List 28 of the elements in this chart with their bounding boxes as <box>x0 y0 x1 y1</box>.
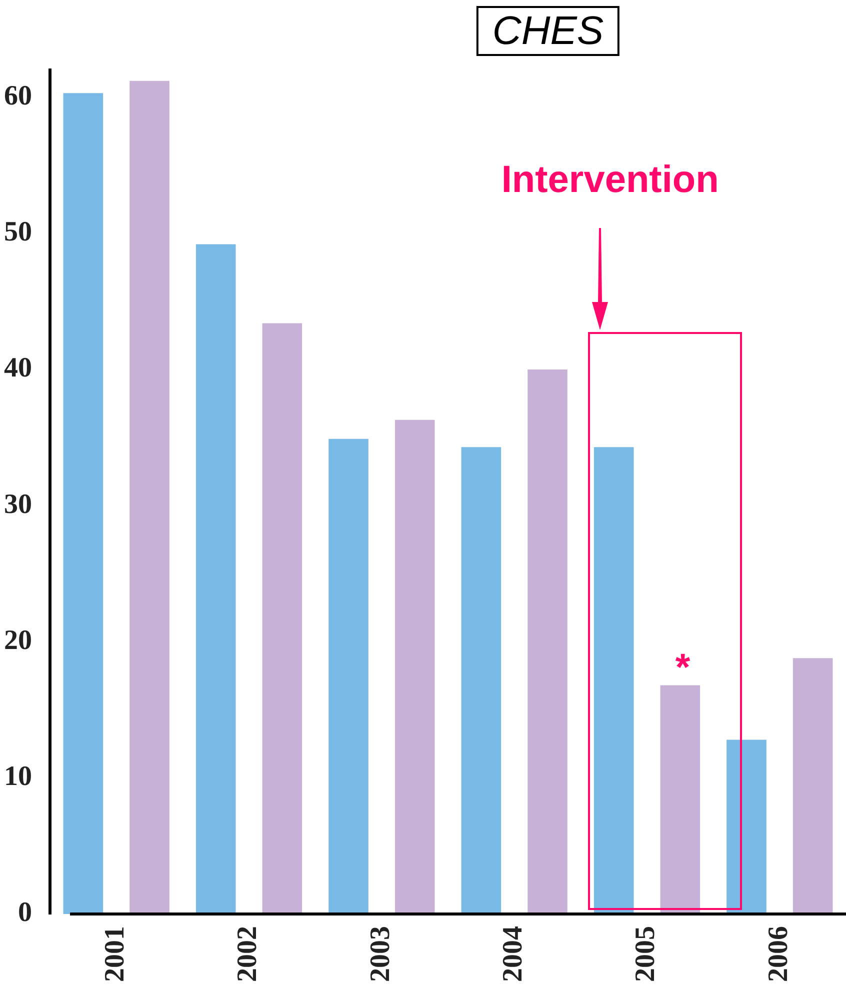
y-tick-label: 40 <box>4 352 32 384</box>
x-tick-label: 2001 <box>100 926 131 982</box>
bar <box>130 80 170 914</box>
y-tick-label: 60 <box>4 80 32 112</box>
x-tick-label: 2004 <box>498 926 529 982</box>
bar <box>63 93 104 914</box>
y-tick-label: 10 <box>4 761 32 792</box>
x-tick-label: 2006 <box>762 926 794 982</box>
annotation: Intervention <box>501 158 719 202</box>
bar <box>528 369 568 914</box>
x-tick-label: 2005 <box>630 926 662 982</box>
x-tick-label: 2003 <box>364 926 396 982</box>
y-tick-label: 0 <box>18 897 32 928</box>
annotation: * <box>675 647 690 690</box>
bar <box>394 420 435 914</box>
chart-title: CHES <box>476 6 620 56</box>
bar <box>792 658 833 914</box>
bar <box>461 447 502 914</box>
y-tick-label: 30 <box>4 488 32 520</box>
bar <box>196 244 236 914</box>
bar <box>262 323 302 914</box>
y-tick-label: 50 <box>4 216 32 248</box>
y-tick-label: 20 <box>4 624 32 656</box>
bar <box>594 447 634 914</box>
x-tick-label: 2002 <box>232 926 264 982</box>
bar <box>660 685 700 914</box>
bar <box>726 740 766 914</box>
bar <box>328 438 368 914</box>
